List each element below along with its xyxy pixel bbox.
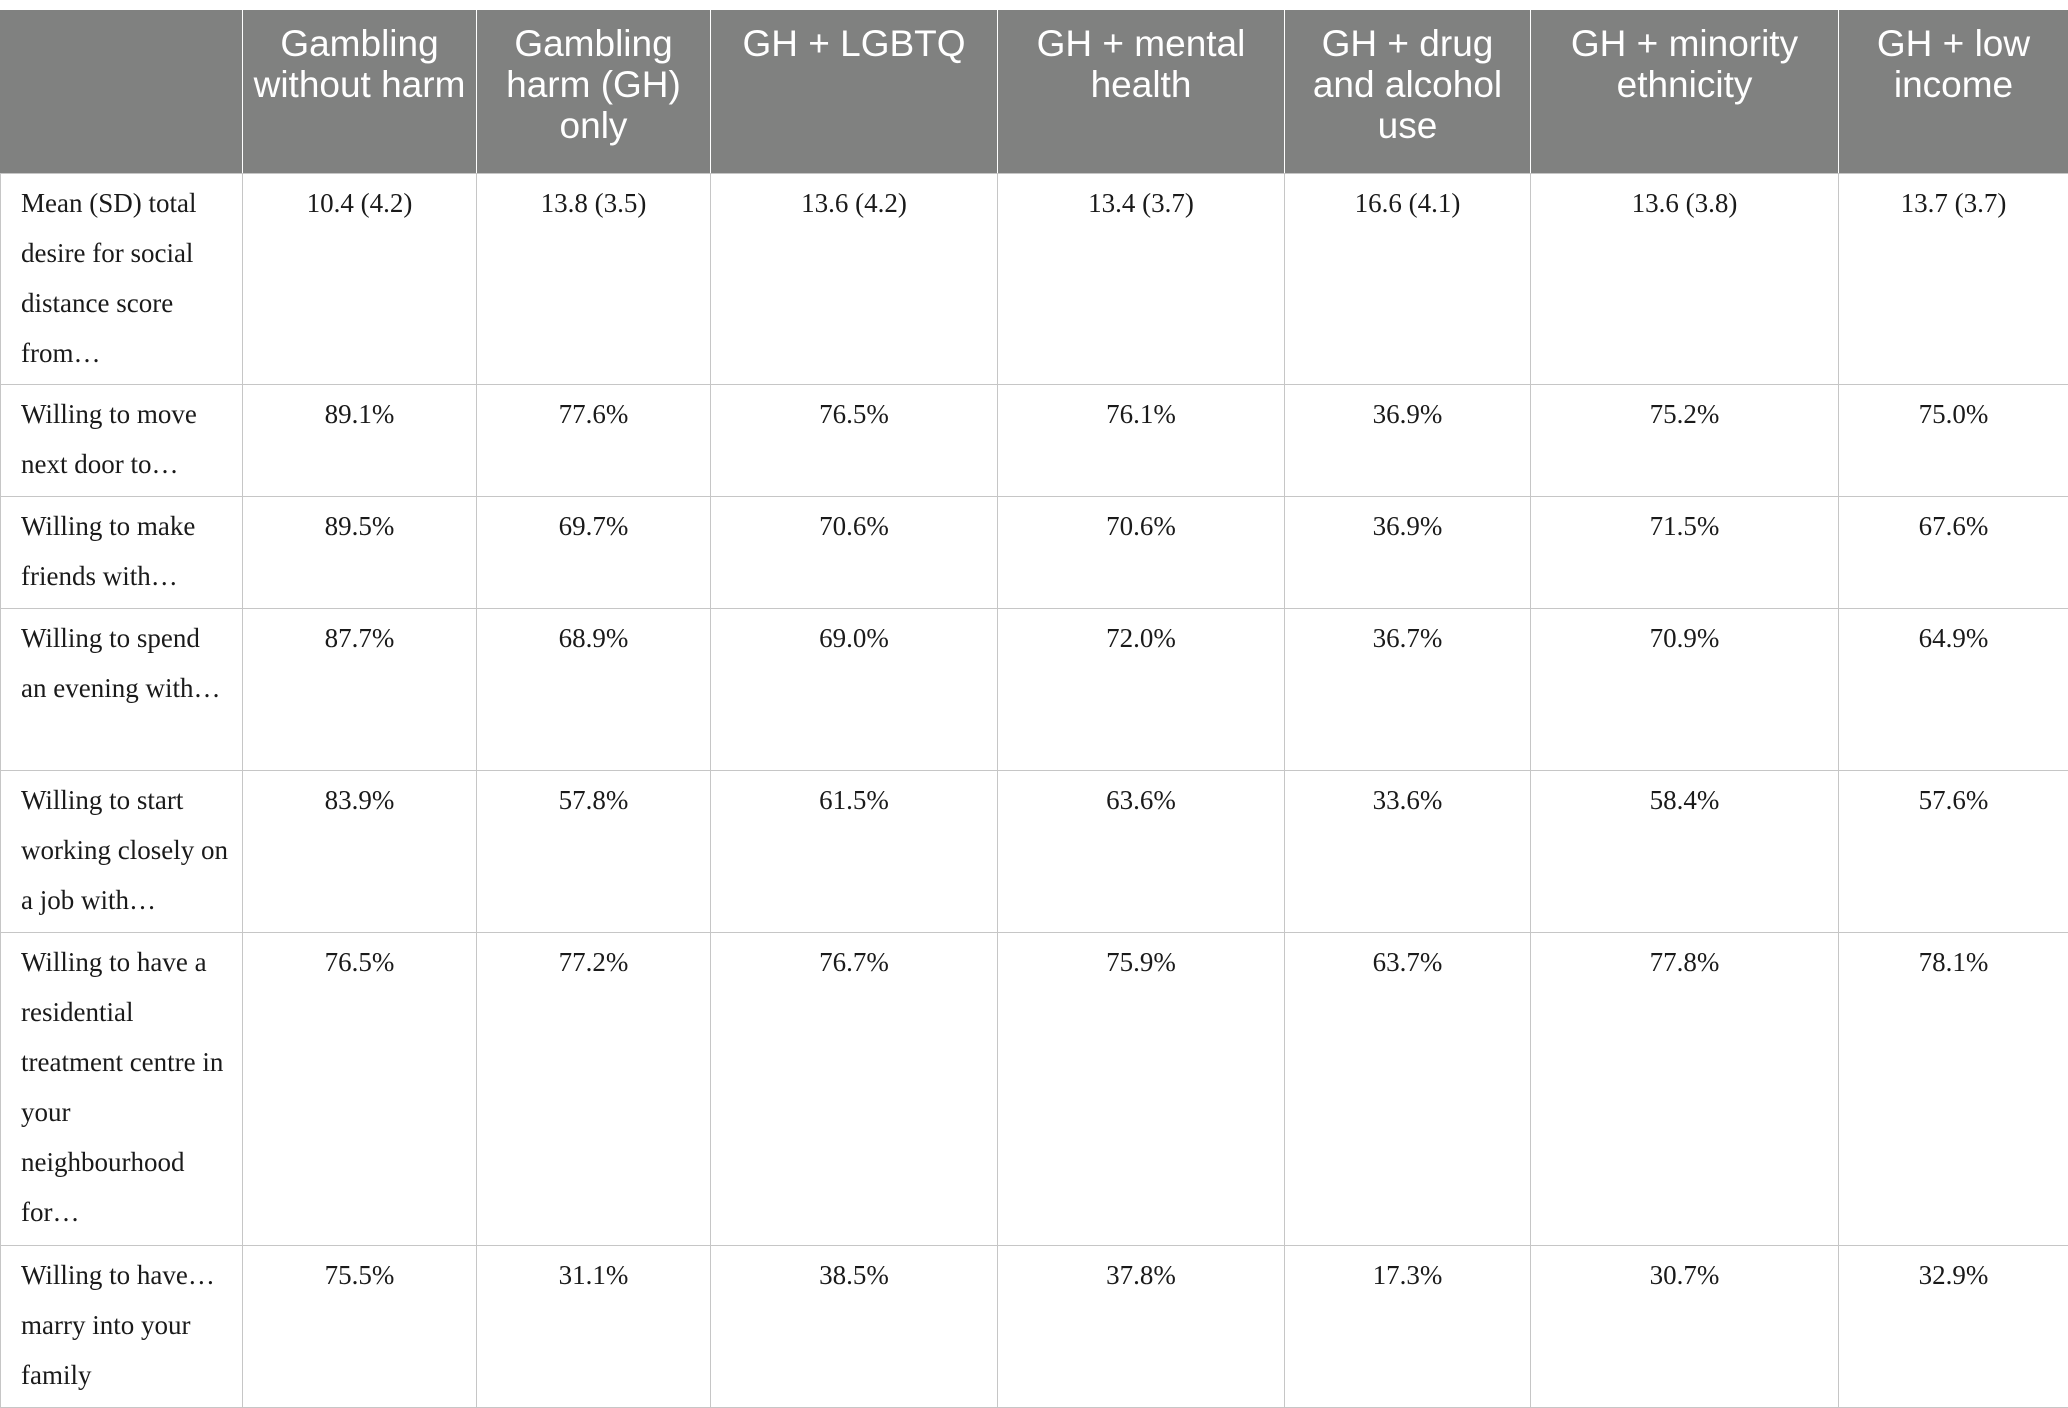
table-cell: 16.6 (4.1) [1284, 173, 1531, 385]
table-cell: 70.6% [997, 496, 1285, 609]
table-cell: 13.8 (3.5) [476, 173, 711, 385]
table-row: Willing to have a residential treatment … [0, 932, 2068, 1246]
table-cell: 13.6 (3.8) [1530, 173, 1839, 385]
header-cell-gh-drug-alcohol: GH + drug and alcohol use [1284, 10, 1531, 174]
table-row: Willing to move next door to… 89.1% 77.6… [0, 384, 2068, 497]
table-cell: 10.4 (4.2) [242, 173, 477, 385]
table-cell: 75.5% [242, 1245, 477, 1408]
social-distance-table: Gambling without harm Gambling harm (GH)… [0, 10, 2068, 1408]
table-cell: 58.4% [1530, 770, 1839, 933]
table-cell: 63.7% [1284, 932, 1531, 1246]
header-cell-gambling-without-harm: Gambling without harm [242, 10, 477, 174]
header-cell-gh-minority-ethnicity: GH + minority ethnicity [1530, 10, 1839, 174]
table-cell: 71.5% [1530, 496, 1839, 609]
row-label: Willing to spend an evening with… [0, 608, 243, 771]
row-label: Willing to move next door to… [0, 384, 243, 497]
table-cell: 69.7% [476, 496, 711, 609]
table-cell: 75.9% [997, 932, 1285, 1246]
table-row: Willing to spend an evening with… 87.7% … [0, 608, 2068, 771]
table-row: Willing to start working closely on a jo… [0, 770, 2068, 933]
table-cell: 32.9% [1838, 1245, 2068, 1408]
table-cell: 76.5% [710, 384, 998, 497]
table-cell: 31.1% [476, 1245, 711, 1408]
table-cell: 17.3% [1284, 1245, 1531, 1408]
table-cell: 13.7 (3.7) [1838, 173, 2068, 385]
table-cell: 30.7% [1530, 1245, 1839, 1408]
table-cell: 76.5% [242, 932, 477, 1246]
table-row: Mean (SD) total desire for social distan… [0, 173, 2068, 385]
table-cell: 36.7% [1284, 608, 1531, 771]
table-cell: 13.6 (4.2) [710, 173, 998, 385]
row-label: Mean (SD) total desire for social distan… [0, 173, 243, 385]
table-cell: 70.9% [1530, 608, 1839, 771]
table-cell: 77.2% [476, 932, 711, 1246]
table-row: Willing to make friends with… 89.5% 69.7… [0, 496, 2068, 609]
table-cell: 77.8% [1530, 932, 1839, 1246]
header-cell-gambling-harm-only: Gambling harm (GH) only [476, 10, 711, 174]
table-cell: 33.6% [1284, 770, 1531, 933]
table-cell: 61.5% [710, 770, 998, 933]
table-cell: 37.8% [997, 1245, 1285, 1408]
header-row: Gambling without harm Gambling harm (GH)… [0, 10, 2068, 174]
table-cell: 64.9% [1838, 608, 2068, 771]
table-cell: 83.9% [242, 770, 477, 933]
table-cell: 57.6% [1838, 770, 2068, 933]
header-cell-gh-low-income: GH + low income [1838, 10, 2068, 174]
table-cell: 87.7% [242, 608, 477, 771]
table-body: Mean (SD) total desire for social distan… [0, 173, 2068, 1408]
row-label: Willing to make friends with… [0, 496, 243, 609]
header-cell-blank [0, 10, 243, 174]
table-cell: 75.2% [1530, 384, 1839, 497]
table-cell: 57.8% [476, 770, 711, 933]
table-cell: 76.1% [997, 384, 1285, 497]
table-cell: 63.6% [997, 770, 1285, 933]
table-cell: 36.9% [1284, 384, 1531, 497]
header-cell-gh-lgbtq: GH + LGBTQ [710, 10, 998, 174]
table-cell: 89.1% [242, 384, 477, 497]
table-cell: 77.6% [476, 384, 711, 497]
row-label: Willing to have a residential treatment … [0, 932, 243, 1246]
table-cell: 36.9% [1284, 496, 1531, 609]
table-header: Gambling without harm Gambling harm (GH)… [0, 10, 2068, 174]
table-cell: 70.6% [710, 496, 998, 609]
table-row: Willing to have… marry into your family … [0, 1245, 2068, 1408]
table-cell: 72.0% [997, 608, 1285, 771]
table-cell: 76.7% [710, 932, 998, 1246]
table-cell: 69.0% [710, 608, 998, 771]
table-cell: 68.9% [476, 608, 711, 771]
table-cell: 78.1% [1838, 932, 2068, 1246]
header-cell-gh-mental-health: GH + mental health [997, 10, 1285, 174]
table-cell: 75.0% [1838, 384, 2068, 497]
table-cell: 67.6% [1838, 496, 2068, 609]
table-cell: 13.4 (3.7) [997, 173, 1285, 385]
row-label: Willing to start working closely on a jo… [0, 770, 243, 933]
table-cell: 89.5% [242, 496, 477, 609]
table-cell: 38.5% [710, 1245, 998, 1408]
row-label: Willing to have… marry into your family [0, 1245, 243, 1408]
